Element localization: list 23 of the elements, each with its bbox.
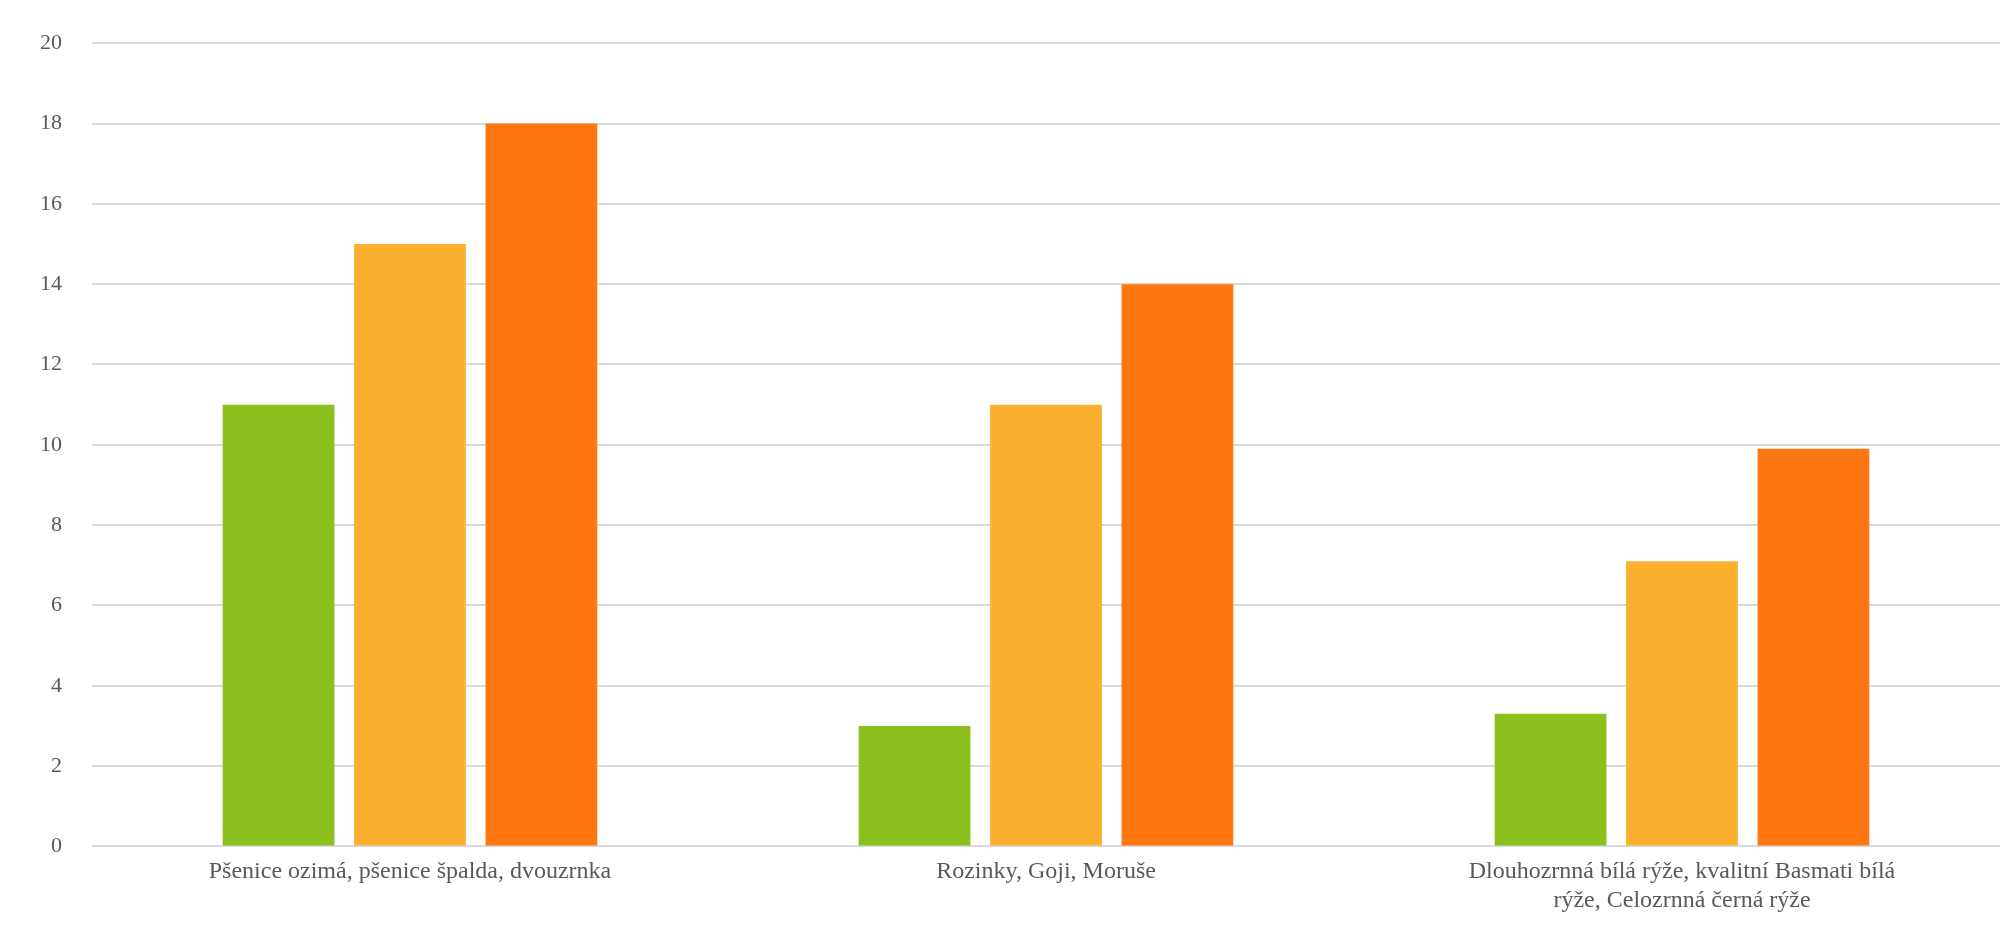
y-tick-label: 0: [51, 832, 62, 858]
bar: [858, 725, 971, 846]
bar: [222, 404, 335, 846]
x-tick-label: Rozinky, Goji, Moruše: [936, 857, 1156, 884]
x-tick-label: Dlouhozrnná bílá rýže, kvalitní Basmati bílá rýže, Celozrnná černá rýže: [1468, 857, 1896, 912]
bar: [990, 404, 1102, 846]
y-tick-label: 2: [51, 751, 62, 777]
y-tick-label: 20: [40, 28, 62, 54]
y-tick-label: 10: [40, 430, 62, 456]
bar: [485, 123, 598, 846]
y-tick-label: 8: [51, 510, 62, 536]
bar: [354, 244, 466, 846]
y-tick-label: 14: [40, 269, 62, 295]
y-tick-label: 6: [51, 591, 62, 617]
bar: [1626, 561, 1738, 846]
bar: [1494, 713, 1607, 846]
bar: [1121, 284, 1234, 846]
y-tick-label: 16: [40, 189, 62, 215]
y-tick-label: 12: [40, 350, 62, 376]
y-tick-label: 18: [40, 109, 62, 135]
bar: [1757, 448, 1870, 846]
y-tick-label: 4: [51, 671, 62, 697]
x-tick-label: Pšenice ozimá, pšenice špalda, dvouzrnka: [208, 857, 612, 884]
